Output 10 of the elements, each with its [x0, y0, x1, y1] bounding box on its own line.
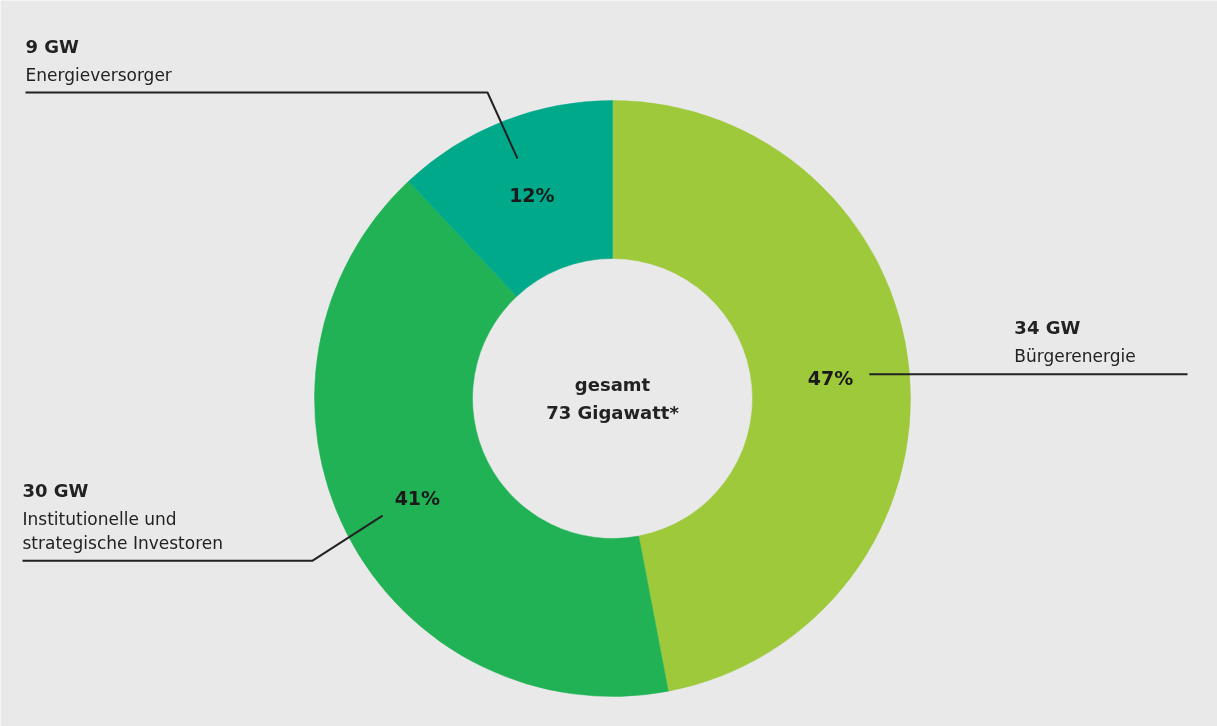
data-label: 47%: [807, 366, 854, 389]
text: 34 GW: [1014, 317, 1081, 339]
text: 30 GW: [22, 479, 89, 501]
slice-label: Energieversorger: [25, 64, 172, 85]
slice-label: Institutionelle und strategische Investoren: [22, 508, 223, 553]
text: gesamt 73 Gigawatt*: [546, 374, 680, 423]
text: 9 GW: [25, 35, 80, 57]
slice-label: Bürgerenergie: [1014, 346, 1136, 367]
data-label: 12%: [509, 183, 555, 206]
data-label: 41%: [394, 486, 441, 509]
